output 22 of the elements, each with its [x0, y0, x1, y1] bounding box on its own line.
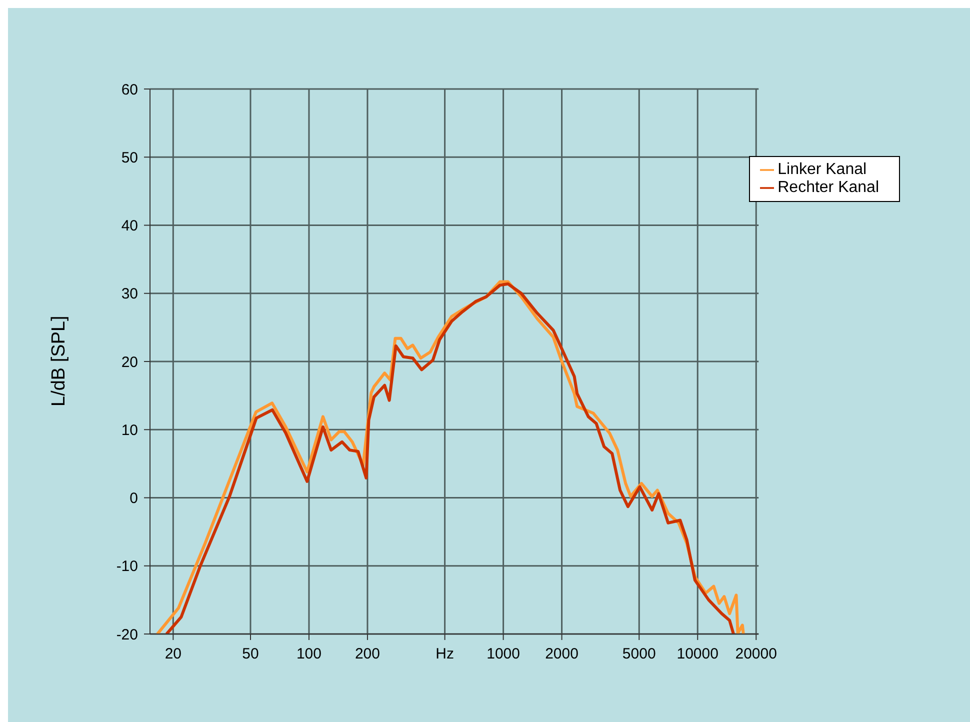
x-tick-label: 20 — [164, 646, 182, 663]
y-tick-label: 20 — [121, 354, 138, 371]
y-tick-label: -20 — [116, 626, 138, 644]
y-tick-label: 0 — [130, 490, 138, 508]
x-tick-label: 1000 — [486, 646, 520, 663]
y-tick-label: 50 — [121, 149, 138, 166]
x-tick-label: 20000 — [735, 646, 777, 663]
x-tick-label: 5000 — [622, 646, 656, 663]
y-tick-label: 40 — [121, 218, 138, 235]
y-tick-label: -10 — [116, 558, 138, 576]
x-tick-label: 2000 — [545, 646, 578, 663]
y-tick-label: 60 — [121, 81, 138, 98]
x-tick-label: Hz — [436, 646, 454, 663]
x-tick-label: 50 — [242, 646, 259, 663]
x-tick-label: 200 — [354, 646, 380, 663]
legend-label: Rechter Kanal — [778, 179, 879, 196]
y-tick-label: 30 — [121, 286, 138, 303]
legend-label: Linker Kanal — [778, 161, 867, 178]
x-tick-label: 100 — [296, 646, 322, 663]
y-axis-title: L/dB [SPL] — [48, 316, 70, 406]
y-tick-label: 10 — [121, 422, 138, 439]
x-tick-label: 10000 — [676, 646, 718, 663]
